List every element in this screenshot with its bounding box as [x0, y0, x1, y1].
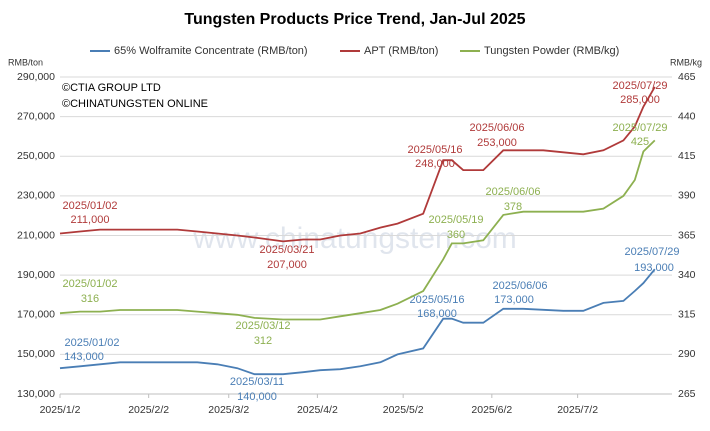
value-label: 425	[631, 136, 649, 148]
legend-label: APT (RMB/ton)	[364, 45, 438, 57]
y2-tick-label: 465	[678, 71, 696, 83]
annotation: 2025/07/29	[624, 246, 679, 258]
y2-tick-label: 365	[678, 229, 696, 241]
value-label: 248,000	[415, 158, 455, 170]
watermark: www.chinatungsten.com	[192, 222, 517, 255]
value-label: 173,000	[494, 294, 534, 306]
annotation: 2025/05/19	[428, 214, 483, 226]
annotation: 2025/03/21	[259, 244, 314, 256]
y2-tick-label: 340	[678, 269, 696, 281]
annotation: 2025/01/02	[64, 337, 119, 349]
y-tick-label: 170,000	[17, 309, 55, 321]
value-label: 316	[81, 293, 99, 305]
y-tick-label: 210,000	[17, 229, 55, 241]
x-tick-label: 2025/3/2	[208, 404, 249, 416]
x-tick-label: 2025/7/2	[557, 404, 598, 416]
x-tick-label: 2025/4/2	[297, 404, 338, 416]
value-label: 143,000	[64, 351, 104, 363]
annotation: 2025/07/29	[612, 80, 667, 92]
value-label: 140,000	[237, 391, 277, 403]
y2-tick-label: 315	[678, 309, 696, 321]
x-tick-label: 2025/5/2	[383, 404, 424, 416]
copyright: ©CHINATUNGSTEN ONLINE	[62, 98, 208, 110]
value-label: 193,000	[634, 262, 674, 274]
value-label: 168,000	[417, 308, 457, 320]
y2-tick-label: 415	[678, 150, 696, 162]
legend-label: 65% Wolframite Concentrate (RMB/ton)	[114, 45, 308, 57]
value-label: 285,000	[620, 94, 660, 106]
chart-title: Tungsten Products Price Trend, Jan-Jul 2…	[184, 11, 525, 28]
x-tick-label: 2025/2/2	[128, 404, 169, 416]
annotation: 2025/01/02	[62, 278, 117, 290]
value-label: 378	[504, 201, 522, 213]
y-tick-label: 270,000	[17, 110, 55, 122]
value-label: 360	[447, 229, 465, 241]
x-tick-label: 2025/6/2	[471, 404, 512, 416]
annotation: 2025/06/06	[485, 186, 540, 198]
legend-label: Tungsten Powder (RMB/kg)	[484, 45, 619, 57]
annotation: 2025/03/12	[235, 320, 290, 332]
value-label: 312	[254, 335, 272, 347]
y-tick-label: 130,000	[17, 388, 55, 400]
annotation: 2025/03/11	[230, 376, 284, 388]
value-label: 207,000	[267, 259, 307, 271]
y-tick-label: 290,000	[17, 71, 55, 83]
annotation: 2025/06/06	[492, 280, 547, 292]
y-tick-label: 230,000	[17, 190, 55, 202]
y2-axis-label: RMB/kg	[670, 57, 702, 67]
line	[59, 86, 656, 243]
y-tick-label: 150,000	[17, 348, 55, 360]
y-tick-label: 250,000	[17, 150, 55, 162]
copyright: ©CTIA GROUP LTD	[62, 82, 161, 94]
y-tick-label: 190,000	[17, 269, 55, 281]
value-label: 211,000	[71, 214, 110, 226]
y-axis-label: RMB/ton	[8, 57, 43, 67]
annotation: 2025/06/06	[469, 122, 524, 134]
y2-tick-label: 440	[678, 110, 696, 122]
y2-tick-label: 290	[678, 348, 696, 360]
annotation: 2025/05/16	[409, 294, 464, 306]
y2-tick-label: 265	[678, 388, 696, 400]
annotation: 2025/05/16	[407, 144, 462, 156]
line	[59, 139, 656, 321]
line	[59, 268, 656, 376]
value-label: 253,000	[477, 137, 517, 149]
y2-tick-label: 390	[678, 190, 696, 202]
annotation: 2025/07/29	[612, 122, 667, 134]
x-tick-label: 2025/1/2	[40, 404, 81, 416]
annotation: 2025/01/02	[62, 200, 117, 212]
